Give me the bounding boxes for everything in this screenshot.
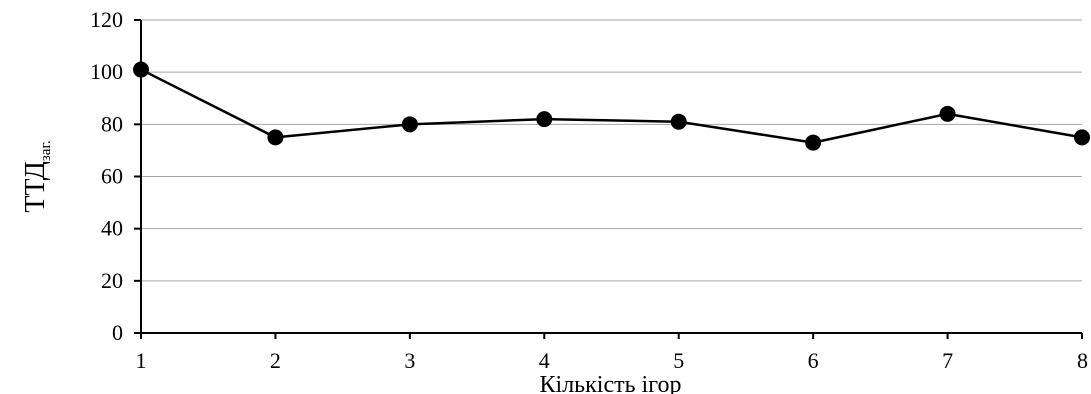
x-tick-label-3: 3 bbox=[404, 348, 415, 373]
data-point-8 bbox=[1074, 129, 1090, 146]
y-axis-title-main: ТТД bbox=[20, 161, 51, 213]
series-line-0 bbox=[140, 68, 1083, 144]
data-point-6 bbox=[805, 134, 822, 151]
x-tick-label-1: 1 bbox=[136, 348, 147, 373]
y-tick-label-60: 60 bbox=[101, 164, 123, 189]
data-point-5 bbox=[670, 113, 687, 130]
data-point-7 bbox=[939, 105, 956, 122]
data-series bbox=[133, 61, 1090, 151]
x-tick-label-5: 5 bbox=[673, 348, 684, 373]
y-axis-title-subscript: заг. bbox=[38, 140, 54, 161]
y-tick-label-100: 100 bbox=[90, 59, 123, 84]
y-tick-label-0: 0 bbox=[112, 320, 123, 345]
data-point-1 bbox=[133, 61, 149, 78]
x-tick-label-8: 8 bbox=[1077, 348, 1088, 373]
y-tick-label-120: 120 bbox=[90, 7, 123, 32]
data-point-2 bbox=[267, 129, 284, 146]
data-point-3 bbox=[401, 116, 418, 133]
grid-lines bbox=[141, 19, 1082, 282]
data-point-4 bbox=[536, 111, 553, 128]
y-ticks: 0 20 40 60 80 100 120 bbox=[90, 7, 141, 345]
y-tick-label-80: 80 bbox=[101, 111, 123, 136]
x-ticks: 1 2 3 4 5 6 7 8 bbox=[136, 333, 1088, 373]
x-tick-label-6: 6 bbox=[808, 348, 819, 373]
x-tick-label-7: 7 bbox=[942, 348, 953, 373]
y-tick-label-20: 20 bbox=[101, 268, 123, 293]
x-axis-title: Кількість ігор bbox=[540, 372, 682, 394]
y-tick-label-40: 40 bbox=[101, 216, 123, 241]
y-axis-title: ТТДзаг. bbox=[20, 140, 54, 212]
x-tick-label-4: 4 bbox=[539, 348, 550, 373]
x-tick-label-2: 2 bbox=[270, 348, 281, 373]
